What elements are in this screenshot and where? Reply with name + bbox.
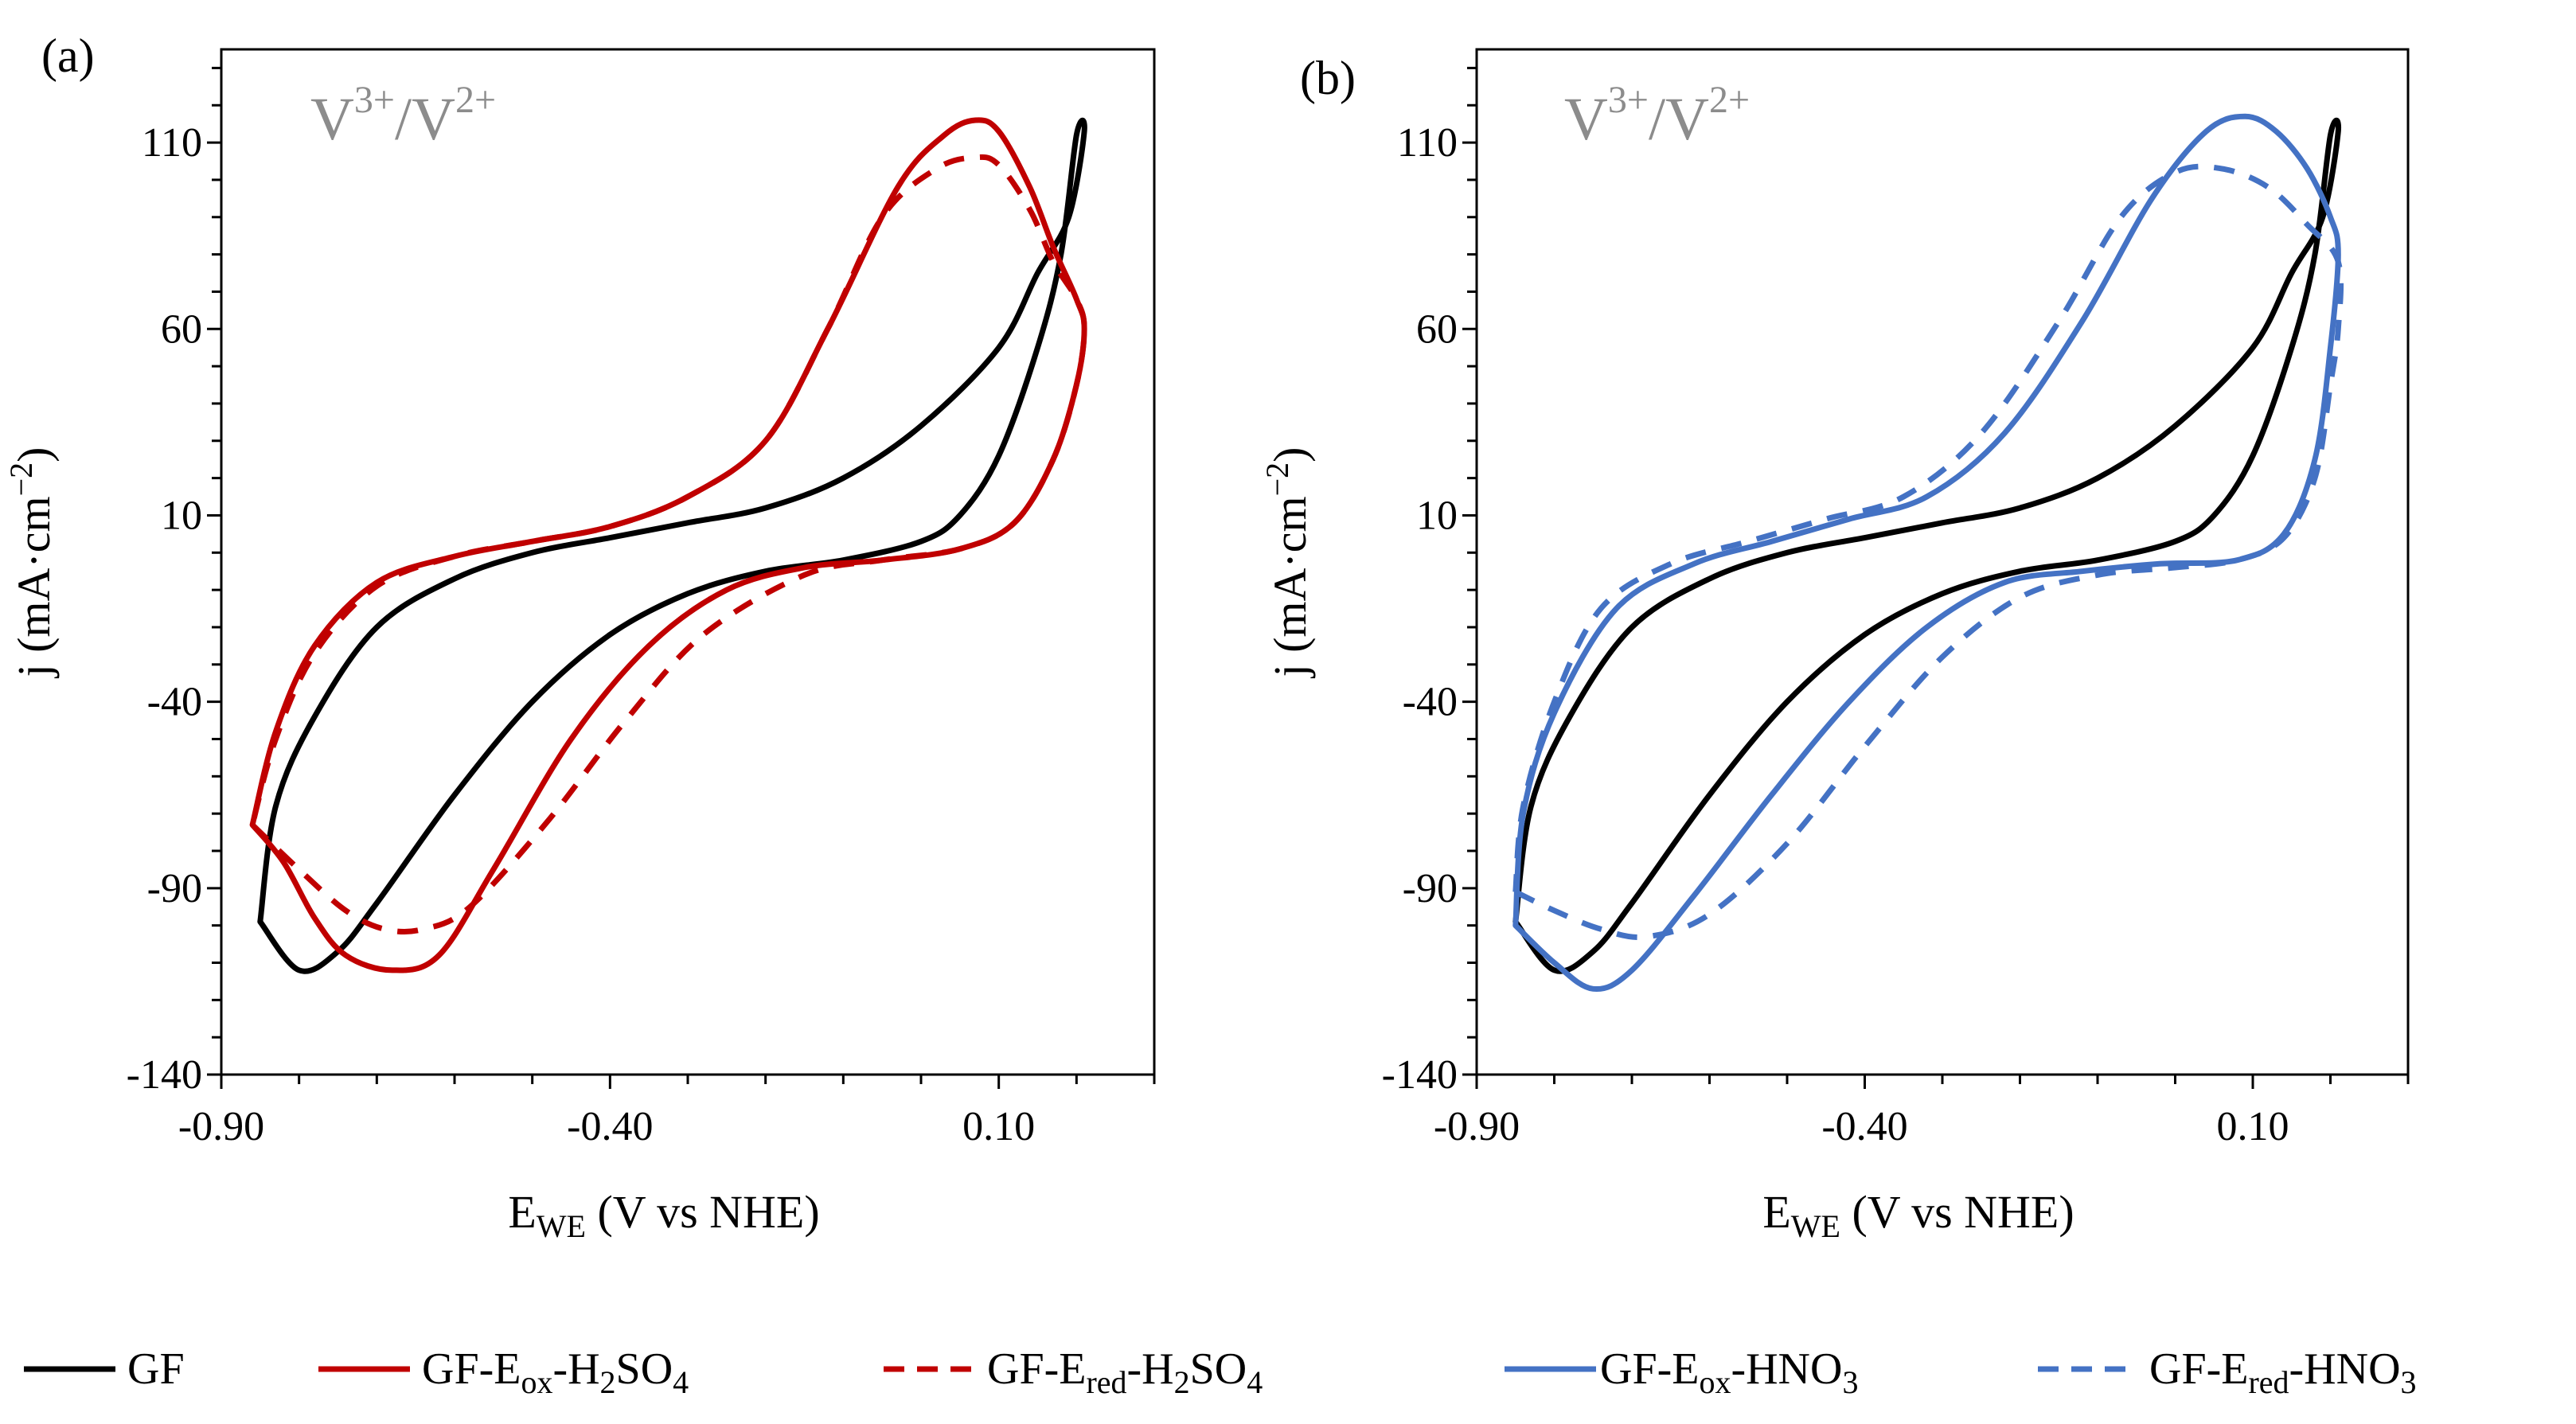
series-line-gf-ered-hno3 [1512, 163, 2344, 940]
x-axis-title: EWE (V vs NHE) [508, 1186, 819, 1244]
legend-label-part: 3 [1842, 1364, 1858, 1400]
series-line-gf [1512, 117, 2342, 974]
panel-letter: (a) [41, 29, 95, 82]
legend-label-part: SO [616, 1344, 673, 1394]
x-axis-title-main: E [1762, 1186, 1790, 1238]
y-tick-label: -90 [1403, 866, 1458, 911]
x-tick-label: -0.40 [1821, 1104, 1907, 1149]
legend-label-part: 2 [600, 1364, 616, 1400]
redox-slash: / [1649, 86, 1666, 153]
legend-label-part: SO [1190, 1344, 1247, 1394]
redox-couple-label: V3+/V2+ [1564, 79, 1750, 153]
series-line-gf-eox-hno3 [1512, 113, 2341, 993]
legend-label-red-hno3: GF-Ered-HNO3 [2149, 1344, 2417, 1400]
legend-label-part: GF-E [987, 1344, 1086, 1394]
legend-label-part: 4 [1247, 1364, 1263, 1400]
legend-label-part: GF [127, 1344, 185, 1394]
panel-letter: (b) [1300, 52, 1356, 104]
legend-label-ox-h2so4: GF-Eox-H2SO4 [422, 1344, 689, 1400]
x-axis-title-sub: WE [537, 1208, 586, 1244]
y-axis-title: j (mA·cm−2) [3, 447, 60, 679]
y-tick-label: 10 [1416, 493, 1458, 538]
x-axis-title-sub: WE [1791, 1208, 1840, 1244]
y-tick-label: 110 [1397, 120, 1458, 166]
legend-label-part: -HNO [1731, 1344, 1842, 1394]
redox-v1: V [1564, 86, 1608, 153]
series-line-gf-ered-h2so4 [249, 154, 1087, 935]
legend-label-part: -HNO [2289, 1344, 2401, 1394]
legend-label-part: -H [552, 1344, 599, 1394]
legend-label-part: red [1086, 1364, 1126, 1400]
redox-sup2: 2+ [455, 79, 496, 121]
y-tick-label: -40 [1403, 680, 1458, 725]
y-axis-title-main: j (mA·cm [1264, 496, 1316, 678]
x-tick-label: 0.10 [962, 1104, 1035, 1149]
y-axis-title: j (mA·cm−2) [1259, 447, 1316, 679]
y-axis-title-end: ) [8, 447, 60, 462]
y-axis-title-end: ) [1264, 447, 1316, 462]
x-tick-label: -0.90 [1434, 1104, 1520, 1149]
legend-label-red-h2so4: GF-Ered-H2SO4 [987, 1344, 1263, 1400]
legend-label-part: ox [521, 1364, 552, 1400]
redox-slash: / [395, 86, 412, 153]
y-tick-label: -140 [1382, 1052, 1458, 1098]
redox-sup1: 3+ [1608, 79, 1649, 121]
y-tick-label: 60 [1416, 306, 1458, 352]
legend-label-part: -H [1127, 1344, 1174, 1394]
legend-label-part: ox [1699, 1364, 1731, 1400]
panel-a-chart: 110 60 10 -40 -90 -140 -0.90 -0.40 0.10 EWE (V vs… [3, 29, 1156, 1244]
y-tick-label: 60 [161, 306, 202, 352]
legend-label-part: GF-E [2149, 1344, 2248, 1394]
y-tick-label: -140 [127, 1052, 202, 1098]
y-tick-label: -40 [147, 680, 202, 725]
y-tick-label: 110 [142, 120, 202, 166]
x-tick-label: 0.10 [2217, 1104, 2289, 1149]
legend-label-part: red [2248, 1364, 2289, 1400]
redox-sup2: 2+ [1709, 79, 1750, 121]
redox-sup1: 3+ [354, 79, 395, 121]
legend-label-part: GF-E [1600, 1344, 1699, 1394]
legend-label-part: 4 [673, 1364, 689, 1400]
y-axis-title-sup: −2 [3, 462, 39, 497]
y-tick-label: -90 [147, 866, 202, 911]
redox-v2: V [412, 86, 455, 153]
series-line-gf-eox-h2so4 [249, 117, 1087, 973]
legend-label-part: GF-E [422, 1344, 521, 1394]
legend: GF GF-Eox-H2SO4 GF-Ered-H2SO4 GF-Eox-HNO3 GF… [24, 1344, 2417, 1400]
series-line-gf [257, 117, 1087, 974]
legend-label-part: 2 [1174, 1364, 1190, 1400]
x-axis-title-main: E [508, 1186, 536, 1238]
y-tick-label: 10 [161, 493, 202, 538]
legend-label-ox-hno3: GF-Eox-HNO3 [1600, 1344, 1858, 1400]
y-axis-title-sup: −2 [1259, 462, 1295, 497]
x-axis-title: EWE (V vs NHE) [1762, 1186, 2074, 1244]
x-tick-label: -0.90 [178, 1104, 264, 1149]
x-tick-label: -0.40 [567, 1104, 653, 1149]
redox-couple-label: V3+/V2+ [310, 79, 496, 153]
legend-label-part: 3 [2401, 1364, 2417, 1400]
redox-v2: V [1665, 86, 1709, 153]
panel-b-chart: 110 60 10 -40 -90 -140 -0.90 -0.40 0.10 EWE (V vs… [1259, 48, 2410, 1244]
y-axis-title-main: j (mA·cm [8, 496, 60, 678]
legend-label-gf: GF [127, 1344, 185, 1394]
redox-v1: V [310, 86, 354, 153]
x-axis-title-rest: (V vs NHE) [586, 1186, 820, 1238]
x-axis-title-rest: (V vs NHE) [1840, 1186, 2074, 1238]
